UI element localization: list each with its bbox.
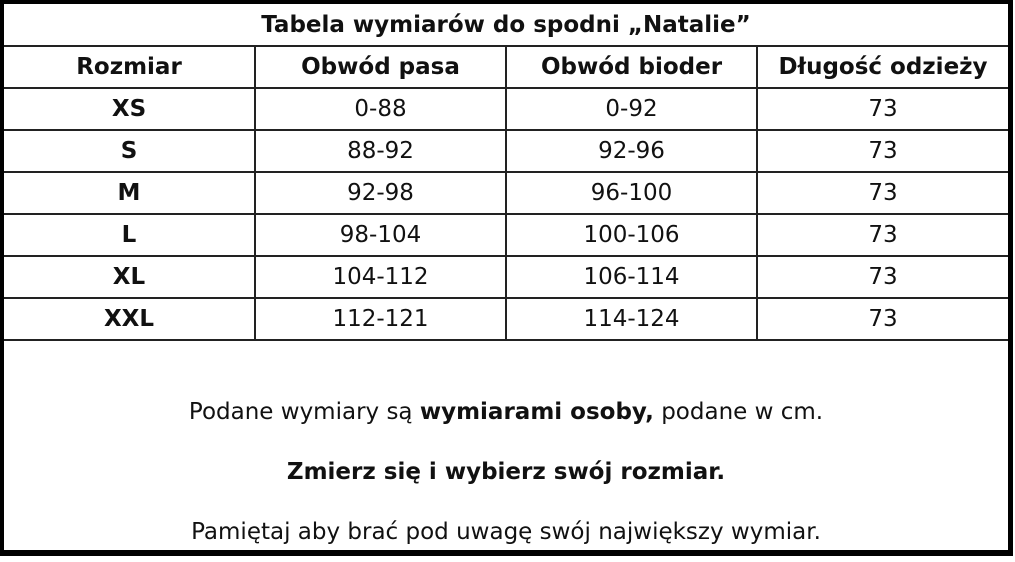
table-cell: 73 — [756, 129, 1008, 173]
table-cell: 96-100 — [505, 171, 758, 215]
table-cell: 73 — [756, 255, 1008, 299]
note-bold-text: wymiarami osoby, — [419, 399, 654, 425]
size-cell: XL — [4, 255, 256, 299]
note-largest: Pamiętaj aby brać pod uwagę swój najwięk… — [191, 519, 821, 545]
table-cell: 106-114 — [505, 255, 758, 299]
table-row: M 92-98 96-100 73 — [4, 171, 1008, 215]
table-cell: 0-92 — [505, 88, 758, 131]
size-cell: XS — [4, 88, 256, 131]
table-row: XXL 112-121 114-124 73 — [4, 297, 1008, 341]
table-cell: 73 — [756, 88, 1008, 131]
table-cell: 73 — [756, 171, 1008, 215]
table-title: Tabela wymiarów do spodni „Natalie” — [4, 4, 1008, 47]
note-measure: Zmierz się i wybierz swój rozmiar. — [4, 442, 1008, 502]
table-cell: 98-104 — [254, 213, 507, 257]
size-cell: L — [4, 213, 256, 257]
table-cell: 73 — [756, 213, 1008, 257]
table-row: S 88-92 92-96 73 — [4, 129, 1008, 173]
note-bold-text: Zmierz się i wybierz swój rozmiar. — [286, 459, 726, 485]
table-row: XL 104-112 106-114 73 — [4, 255, 1008, 299]
table-cell: 92-98 — [254, 171, 507, 215]
size-table: Tabela wymiarów do spodni „Natalie” Rozm… — [4, 4, 1008, 341]
size-cell: M — [4, 171, 256, 215]
note-text: podane w cm. — [653, 399, 824, 425]
table-cell: 112-121 — [254, 297, 507, 341]
table-cell: 114-124 — [505, 297, 758, 341]
column-header: Obwód bioder — [505, 45, 758, 89]
notes: Podane wymiary są wymiarami osoby, podan… — [4, 360, 1008, 562]
table-cell: 104-112 — [254, 255, 507, 299]
size-cell: S — [4, 129, 256, 173]
note-text: Podane wymiary są — [188, 399, 420, 425]
note-units: Podane wymiary są wymiarami osoby, podan… — [4, 382, 1008, 442]
table-row: XS 0-88 0-92 73 — [4, 88, 1008, 131]
table-cell: 100-106 — [505, 213, 758, 257]
table-cell: 0-88 — [254, 88, 507, 131]
column-header: Rozmiar — [4, 45, 256, 89]
table-cell: 92-96 — [505, 129, 758, 173]
table-cell: 73 — [756, 297, 1008, 341]
size-cell: XXL — [4, 297, 256, 341]
column-header: Obwód pasa — [254, 45, 507, 89]
table-row: L 98-104 100-106 73 — [4, 213, 1008, 257]
table-cell: 88-92 — [254, 129, 507, 173]
header-row: Rozmiar Obwód pasa Obwód bioder Długość … — [4, 45, 1008, 89]
title-row: Tabela wymiarów do spodni „Natalie” — [4, 4, 1008, 47]
column-header: Długość odzieży — [756, 45, 1008, 89]
